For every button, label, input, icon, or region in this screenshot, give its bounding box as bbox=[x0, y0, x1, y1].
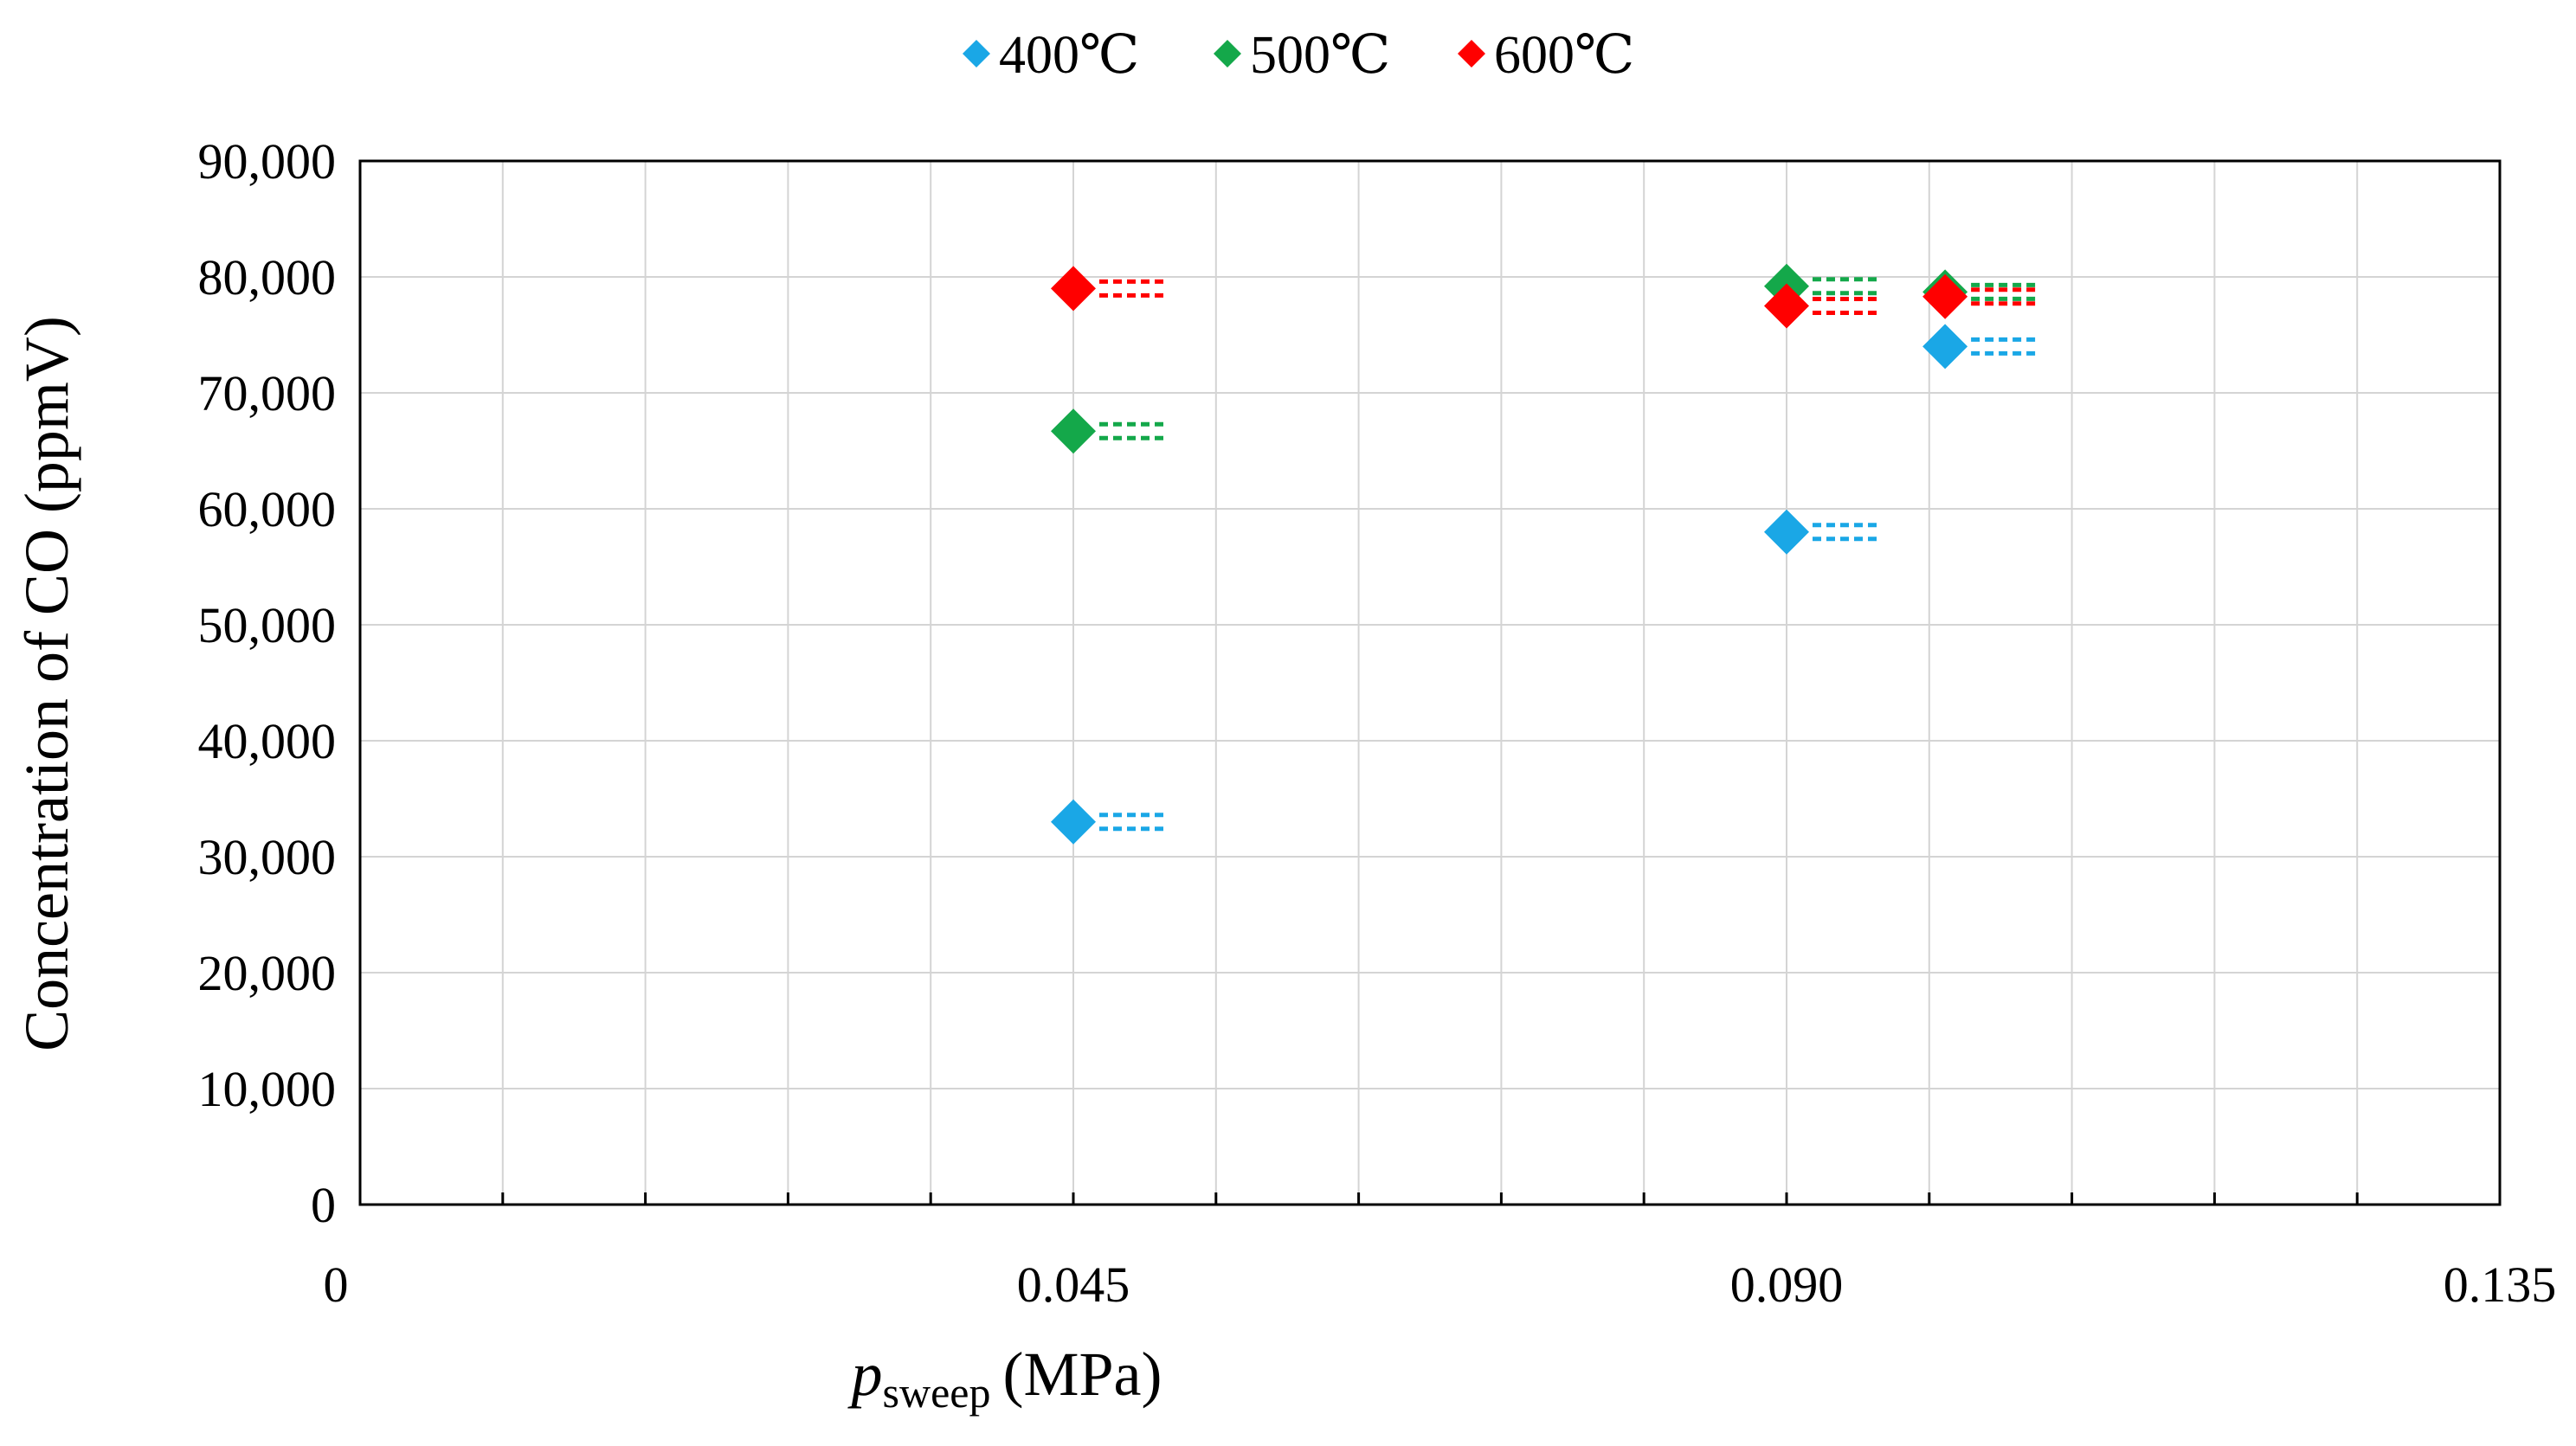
y-axis-title: Concentration of CO (ppmV) bbox=[12, 316, 81, 1051]
y-tick-label: 0 bbox=[311, 1177, 336, 1233]
legend-marker bbox=[1458, 40, 1485, 67]
data-point bbox=[1051, 266, 1096, 312]
y-tick-label: 70,000 bbox=[198, 365, 337, 421]
grid-lines bbox=[360, 161, 2500, 1205]
legend-item: 600℃ bbox=[1458, 26, 1634, 85]
x-axis-ticks: 0 0.045 0.090 0.135 bbox=[324, 1192, 2557, 1313]
legend: 400℃ 500℃ 600℃ bbox=[963, 26, 1634, 85]
x-tick-label: 0 bbox=[324, 1256, 349, 1313]
data-point bbox=[1922, 324, 1968, 370]
legend-label: 400℃ bbox=[999, 26, 1139, 85]
legend-label: 500℃ bbox=[1250, 26, 1390, 85]
y-tick-label: 60,000 bbox=[198, 481, 337, 537]
data-points bbox=[1051, 263, 2036, 845]
data-point bbox=[1922, 273, 1968, 319]
legend-label: 600℃ bbox=[1494, 26, 1634, 85]
plot-area-frame bbox=[358, 159, 2502, 1206]
x-axis-title-subscript: sweep bbox=[883, 1368, 991, 1417]
series-400 bbox=[1051, 324, 2036, 845]
y-tick-label: 90,000 bbox=[198, 133, 337, 190]
y-tick-label: 80,000 bbox=[198, 249, 337, 305]
data-point bbox=[1051, 799, 1096, 845]
x-tick-label: 0.135 bbox=[2444, 1256, 2557, 1313]
data-point bbox=[1051, 408, 1096, 454]
series-600 bbox=[1051, 266, 2036, 329]
x-axis-title: psweep (MPa) bbox=[847, 1340, 1162, 1417]
x-tick-label: 0.045 bbox=[1017, 1256, 1130, 1313]
y-tick-label: 10,000 bbox=[198, 1061, 337, 1117]
data-point bbox=[1764, 283, 1809, 329]
y-tick-label: 40,000 bbox=[198, 713, 337, 769]
legend-marker bbox=[963, 40, 990, 67]
legend-marker bbox=[1214, 40, 1241, 67]
legend-item: 500℃ bbox=[1214, 26, 1390, 85]
x-axis-title-unit: (MPa) bbox=[1002, 1340, 1162, 1409]
y-tick-label: 50,000 bbox=[198, 597, 337, 653]
x-axis-title-symbol: p bbox=[847, 1340, 883, 1409]
series-500 bbox=[1051, 263, 2036, 454]
y-axis-ticks: 0 10,000 20,000 30,000 40,000 50,000 60,000 70,… bbox=[198, 133, 337, 1233]
y-tick-label: 20,000 bbox=[198, 945, 337, 1001]
y-tick-label: 30,000 bbox=[198, 829, 337, 885]
data-point bbox=[1764, 509, 1809, 555]
legend-item: 400℃ bbox=[963, 26, 1139, 85]
x-tick-label: 0.090 bbox=[1730, 1256, 1844, 1313]
